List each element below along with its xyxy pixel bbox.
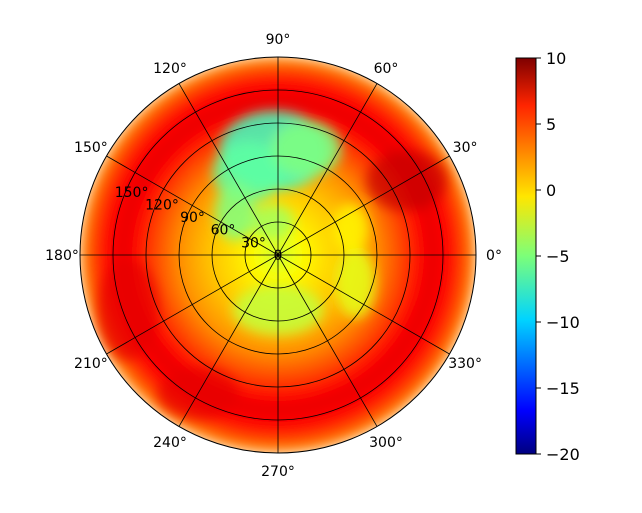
colorbar-tick-label: −15: [546, 379, 580, 398]
theta-tick-label: 330°: [448, 356, 482, 372]
theta-grid-line: [277, 83, 378, 256]
colorbar-ticks: 10 5 0 −5 −10 −15 −20: [536, 49, 580, 464]
theta-grid-line: [106, 254, 279, 355]
theta-grid-line: [106, 155, 279, 256]
r-tick-label: 120°: [145, 198, 179, 214]
r-tick-label: 90°: [180, 210, 205, 226]
colorbar-tick-label: −5: [546, 247, 570, 266]
theta-tick-labels: 0°30°60°90°120°150°180°210°240°270°300°3…: [45, 32, 502, 480]
field-patch: [332, 203, 369, 254]
colorbar-tick-label: 0: [546, 181, 556, 200]
theta-tick-label: 30°: [453, 140, 478, 156]
r-tick-label: 0: [274, 248, 283, 264]
theta-tick-label: 210°: [74, 356, 108, 372]
colorbar-gradient: [515, 57, 537, 455]
colorbar-tick-label: −20: [546, 445, 580, 464]
colorbar-tick-label: −10: [546, 313, 580, 332]
colorbar-tick-label: 5: [546, 115, 556, 134]
r-tick-label: 30°: [241, 235, 266, 251]
theta-tick-label: 240°: [153, 435, 187, 451]
theta-grid-line: [277, 155, 450, 256]
r-tick-label: 60°: [211, 223, 236, 239]
theta-grid-line: [277, 254, 450, 355]
field-patch: [98, 259, 159, 360]
theta-tick-label: 90°: [266, 32, 291, 48]
theta-grid-line: [178, 254, 279, 427]
colorbar-tick-label: 10: [546, 49, 566, 68]
theta-grid-line: [178, 83, 279, 256]
polar-grid: [80, 57, 476, 453]
theta-tick-label: 120°: [153, 61, 187, 77]
theta-tick-label: 60°: [374, 61, 399, 77]
field-patch: [271, 120, 342, 177]
r-tick-label: 150°: [115, 185, 149, 201]
r-tick-labels: 0 30° 60° 90°120°150°: [115, 185, 283, 264]
theta-tick-label: 300°: [369, 435, 403, 451]
theta-tick-label: 0°: [486, 248, 502, 264]
theta-tick-label: 150°: [74, 140, 108, 156]
theta-tick-label: 270°: [261, 464, 295, 480]
theta-tick-label: 180°: [45, 248, 79, 264]
plot-frame: [79, 56, 477, 454]
theta-grid-line: [277, 254, 378, 427]
colorbar: 10 5 0 −5 −10 −15 −20: [515, 49, 580, 464]
